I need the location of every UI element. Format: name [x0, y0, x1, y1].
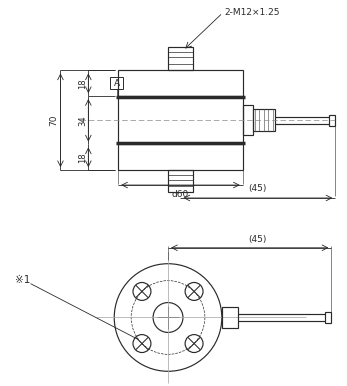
- Text: 18: 18: [78, 152, 87, 163]
- Text: 70: 70: [49, 115, 58, 126]
- Bar: [168, 170, 193, 192]
- Text: A: A: [114, 79, 120, 88]
- Bar: [168, 47, 193, 71]
- Text: (45): (45): [249, 184, 267, 193]
- Bar: [118, 71, 243, 170]
- Bar: [329, 115, 335, 126]
- Text: ※1: ※1: [15, 275, 30, 284]
- Text: 34: 34: [78, 115, 87, 125]
- Text: 2-M12×1.25: 2-M12×1.25: [225, 8, 280, 17]
- Text: 18: 18: [78, 78, 87, 89]
- Bar: [110, 77, 123, 89]
- Bar: [243, 105, 253, 135]
- Bar: [222, 306, 238, 328]
- Bar: [325, 312, 331, 323]
- Text: d60: d60: [172, 190, 189, 199]
- Bar: [253, 109, 274, 131]
- Text: (45): (45): [248, 235, 267, 244]
